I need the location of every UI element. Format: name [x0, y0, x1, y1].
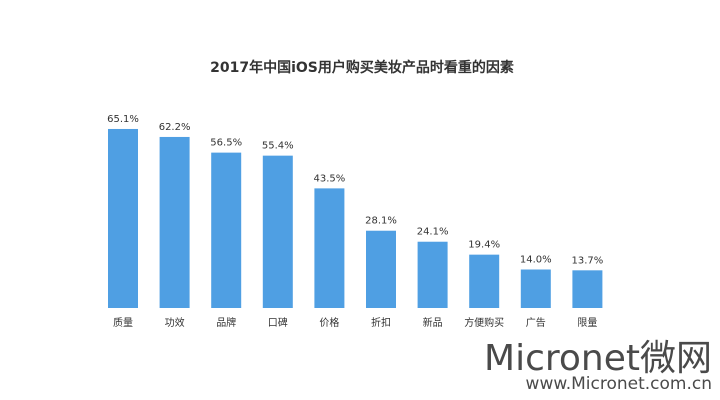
value-label: 13.7% — [572, 255, 604, 266]
bar — [417, 241, 448, 308]
bar — [211, 152, 242, 308]
x-tick-label: 功效 — [165, 316, 185, 329]
bar — [366, 230, 396, 308]
bar — [572, 270, 603, 308]
x-tick-label: 品牌 — [216, 316, 236, 329]
chart-title: 2017年中国iOS用户购买美妆产品时看重的因素 — [210, 59, 514, 76]
x-tick-label: 折扣 — [371, 316, 391, 329]
bar — [520, 269, 551, 308]
value-label: 65.1% — [107, 114, 139, 125]
bar — [314, 188, 345, 308]
watermark-url: www.Micronet.com.cn — [526, 374, 712, 394]
x-tick-label: 新品 — [423, 316, 443, 329]
bar — [108, 128, 138, 308]
bar — [262, 155, 293, 308]
x-tick-label: 口碑 — [268, 316, 288, 329]
value-label: 14.0% — [520, 255, 552, 266]
x-tick-label: 质量 — [113, 317, 133, 329]
x-tick-label: 广告 — [526, 316, 546, 329]
value-label: 56.5% — [210, 138, 242, 149]
value-label: 19.4% — [468, 240, 500, 251]
bar — [159, 136, 190, 308]
x-tick-label: 价格 — [319, 316, 339, 329]
value-label: 55.4% — [262, 141, 294, 152]
value-label: 24.1% — [417, 227, 449, 238]
x-tick-label: 方便购买 — [464, 316, 504, 329]
value-label: 28.1% — [365, 216, 397, 227]
x-tick-label: 限量 — [577, 317, 597, 329]
watermark-title: Micronet微网 — [484, 338, 712, 379]
value-label: 43.5% — [314, 173, 346, 184]
bar — [469, 254, 500, 308]
value-label: 62.2% — [159, 122, 191, 133]
